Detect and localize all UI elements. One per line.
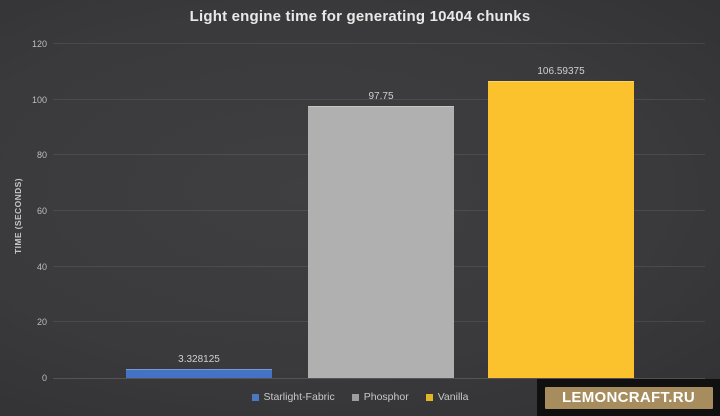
gridline-0: [53, 378, 705, 379]
y-tick-label-0: 0: [41, 373, 47, 383]
legend-label: Phosphor: [363, 391, 409, 403]
plot-area: 3.328125 97.75 106.59375: [53, 43, 705, 379]
bar-value-label-phosphor: 97.75: [368, 91, 394, 102]
y-tick-label-100: 100: [31, 95, 47, 105]
y-tick-label-80: 80: [36, 150, 47, 160]
legend-item-starlight-fabric: Starlight-Fabric: [251, 391, 335, 403]
bar-starlight-fabric: [126, 369, 272, 378]
legend-label: Vanilla: [437, 391, 469, 403]
bar-phosphor: [308, 106, 454, 378]
legend: Starlight-Fabric Phosphor Vanilla: [0, 391, 720, 403]
bar-value-label-starlight-fabric: 3.328125: [178, 354, 220, 365]
watermark-text: LEMONCRAFT.RU: [561, 389, 696, 406]
y-tick-label-120: 120: [31, 39, 47, 49]
legend-swatch-icon: [425, 393, 433, 401]
bar-vanilla: [488, 81, 634, 378]
watermark-panel: LEMONCRAFT.RU: [537, 379, 720, 416]
legend-swatch-icon: [351, 393, 359, 401]
bar-value-label-vanilla: 106.59375: [537, 66, 585, 77]
legend-item-phosphor: Phosphor: [351, 391, 409, 403]
y-tick-label-40: 40: [36, 262, 47, 272]
legend-label: Starlight-Fabric: [263, 391, 335, 403]
watermark-badge[interactable]: LEMONCRAFT.RU: [544, 386, 713, 409]
legend-swatch-icon: [251, 393, 259, 401]
legend-item-vanilla: Vanilla: [425, 391, 469, 403]
gridline-120: [53, 43, 705, 44]
y-tick-label-60: 60: [36, 206, 47, 216]
chart-title: Light engine time for generating 10404 c…: [189, 8, 531, 25]
y-tick-label-20: 20: [36, 317, 47, 327]
gridline-100: [53, 99, 705, 100]
